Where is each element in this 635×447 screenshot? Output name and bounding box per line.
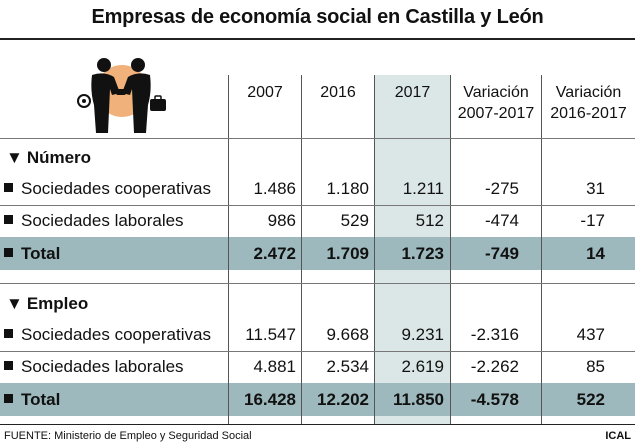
total-row-band-empleo <box>0 383 635 416</box>
table-cell: -275 <box>484 179 519 198</box>
table-cell-total: 522 <box>576 390 605 409</box>
row-label-text: Sociedades cooperativas <box>21 325 211 344</box>
table-cell: 2.619 <box>401 357 444 376</box>
table-cell: 4.881 <box>253 357 296 376</box>
row-divider <box>0 138 635 139</box>
table-cell-total: 12.202 <box>317 390 369 409</box>
column-divider <box>301 75 302 424</box>
triangle-down-icon: ▼ <box>6 148 23 167</box>
row-label-total: Total <box>4 390 60 410</box>
table-cell: 31 <box>586 179 605 198</box>
column-header-line: Variación <box>463 84 529 101</box>
column-header-line: Variación <box>555 84 622 101</box>
section-heading-empleo: ▼ Empleo <box>6 294 88 314</box>
square-bullet-icon <box>4 248 13 257</box>
column-header-line: 2016-2017 <box>550 105 627 122</box>
table-cell: 1.211 <box>402 179 444 198</box>
table-cell: 437 <box>576 325 605 344</box>
column-divider <box>228 75 229 424</box>
table-cell: 9.668 <box>326 325 369 344</box>
row-divider <box>0 283 635 284</box>
table-cell-total: 14 <box>586 244 605 263</box>
table-cell-total: 1.723 <box>401 244 444 263</box>
row-label-text: Sociedades laborales <box>21 211 184 230</box>
row-label-text: Sociedades laborales <box>21 357 184 376</box>
footer-rule <box>0 424 635 425</box>
column-header-2017: 2017 <box>394 84 431 101</box>
column-header-2016: 2016 <box>320 84 356 101</box>
source-note: FUENTE: Ministerio de Empleo y Seguridad… <box>4 430 252 442</box>
row-label-total: Total <box>4 244 60 264</box>
table-cell: -2.262 <box>470 357 519 376</box>
column-header-2007: 2007 <box>247 84 283 101</box>
table-cell-total: -749 <box>484 244 519 263</box>
row-label-text: Total <box>21 244 61 263</box>
title-rule <box>0 38 635 40</box>
section-heading-label: Empleo <box>26 294 89 313</box>
page-title: Empresas de economía social en Castilla … <box>91 6 544 28</box>
square-bullet-icon <box>4 361 13 370</box>
column-divider <box>374 75 375 424</box>
column-divider <box>541 75 542 424</box>
table-cell: 512 <box>415 211 444 230</box>
square-bullet-icon <box>4 183 13 192</box>
table-cell-total: 16.428 <box>244 390 296 409</box>
row-label-text: Total <box>21 390 61 409</box>
triangle-down-icon: ▼ <box>6 294 23 313</box>
column-header-var-2016-2017: Variación 2016-2017 <box>542 82 635 124</box>
square-bullet-icon <box>4 394 13 403</box>
column-header-var-2007-2017: Variación 2007-2017 <box>451 82 541 124</box>
table-cell: 11.547 <box>245 325 296 344</box>
row-label: Sociedades cooperativas <box>4 179 211 199</box>
table-cell: -2.316 <box>470 325 519 344</box>
row-label: Sociedades laborales <box>4 357 184 377</box>
square-bullet-icon <box>4 329 13 338</box>
row-label: Sociedades laborales <box>4 211 184 231</box>
column-header-line: 2007-2017 <box>457 105 535 122</box>
table-cell: 1.486 <box>253 179 296 198</box>
table-cell: -474 <box>484 211 519 230</box>
section-heading-numero: ▼ Número <box>6 148 91 168</box>
section-heading-label: Número <box>26 148 92 167</box>
table-cell: 9.231 <box>401 325 444 344</box>
businessmen-handshake-icon <box>72 55 172 133</box>
row-label: Sociedades cooperativas <box>4 325 211 345</box>
row-divider <box>0 205 635 206</box>
table-cell: 986 <box>267 211 296 230</box>
table-cell: 85 <box>586 357 605 376</box>
table-cell: -17 <box>580 211 605 230</box>
table-cell-total: -4.578 <box>470 390 519 409</box>
square-bullet-icon <box>4 215 13 224</box>
table-cell: 529 <box>340 211 369 230</box>
table-cell-total: 1.709 <box>326 244 369 263</box>
column-divider <box>450 75 451 424</box>
table-cell: 1.180 <box>326 179 369 198</box>
credit-label: ICAL <box>605 430 631 442</box>
row-label-text: Sociedades cooperativas <box>21 179 211 198</box>
row-divider <box>0 351 635 352</box>
total-row-band-numero <box>0 237 635 270</box>
table-cell-total: 2.472 <box>253 244 296 263</box>
table-cell: 2.534 <box>326 357 369 376</box>
table-cell-total: 11.850 <box>392 390 444 409</box>
